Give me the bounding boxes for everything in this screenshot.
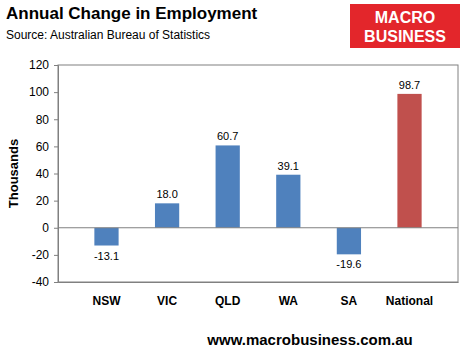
x-tick-label: QLD: [215, 294, 241, 308]
y-tick-mark: [54, 282, 58, 283]
bar: [216, 145, 240, 227]
x-tick: QLD: [215, 282, 241, 308]
y-tick-mark: [54, 119, 58, 120]
y-axis-line: [54, 66, 59, 283]
bars: [94, 94, 421, 254]
data-label: 18.0: [156, 188, 177, 200]
y-tick-label: 120: [29, 58, 49, 72]
y-tick-mark: [54, 255, 58, 256]
x-tick: National: [386, 282, 433, 308]
chart: Annual Change in Employment Source: Austr…: [0, 0, 473, 359]
y-tick: 60: [36, 140, 58, 154]
bar: [397, 94, 421, 228]
subtitle: Source: Australian Bureau of Statistics: [6, 28, 210, 42]
logo-text: BUSINESS: [364, 28, 446, 45]
y-tick-label: -20: [32, 248, 50, 262]
x-axis-line: [59, 282, 459, 283]
y-axis: -40 -20 0 20 40 60 80 100 120: [29, 58, 59, 289]
logo-box: [350, 4, 460, 48]
y-tick-mark: [54, 146, 58, 147]
title: Annual Change in Employment: [6, 4, 258, 23]
bar: [94, 228, 118, 246]
y-tick: 100: [29, 85, 58, 99]
x-tick-label: WA: [279, 294, 299, 308]
y-tick-mark: [54, 65, 58, 66]
x-tick-label: SA: [341, 294, 358, 308]
logo: MACRO BUSINESS: [350, 4, 460, 48]
y-tick: 80: [36, 113, 58, 127]
x-tick-label: NSW: [92, 294, 121, 308]
x-tick: VIC: [157, 282, 177, 308]
y-tick-mark: [54, 92, 58, 93]
data-label: 98.7: [399, 79, 420, 91]
zero-line: [58, 227, 458, 228]
bar: [337, 228, 361, 255]
footer: www.macrobusiness.com.au: [206, 331, 412, 348]
y-tick-label: 0: [42, 221, 49, 235]
y-tick: 0: [42, 221, 58, 235]
data-label: 60.7: [217, 130, 238, 142]
y-tick-mark: [54, 228, 58, 229]
y-tick: 40: [36, 167, 58, 181]
y-tick-label: 80: [36, 113, 50, 127]
x-tick: SA: [341, 282, 358, 308]
y-tick-mark: [54, 174, 58, 175]
bar: [155, 203, 179, 227]
x-axis: NSW VIC QLD WA SA National: [59, 282, 459, 308]
y-axis-title: Thousands: [6, 139, 21, 208]
data-labels: -13.1 18.0 60.7 39.1 -19.6 98.7: [94, 79, 420, 270]
plot: -40 -20 0 20 40 60 80 100 120 NSW VIC QLD WA SA Nation…: [29, 58, 459, 307]
plot-frame: [58, 65, 458, 282]
logo-text: MACRO: [375, 9, 435, 26]
y-tick-label: 40: [36, 167, 50, 181]
y-tick-label: 100: [29, 85, 49, 99]
data-label: -13.1: [94, 250, 119, 262]
y-tick-label: 60: [36, 140, 50, 154]
y-tick-label: 20: [36, 194, 50, 208]
y-tick: 20: [36, 194, 58, 208]
y-tick: -40: [32, 275, 58, 289]
y-tick: -20: [32, 248, 58, 262]
x-tick-label: National: [386, 294, 433, 308]
bar: [276, 175, 300, 228]
data-label: -19.6: [336, 258, 361, 270]
x-tick: WA: [279, 282, 299, 308]
y-tick-label: -40: [32, 275, 50, 289]
data-label: 39.1: [278, 160, 299, 172]
y-tick-mark: [54, 201, 58, 202]
x-tick-label: VIC: [157, 294, 177, 308]
y-tick: 120: [29, 58, 58, 72]
x-tick: NSW: [92, 282, 121, 308]
